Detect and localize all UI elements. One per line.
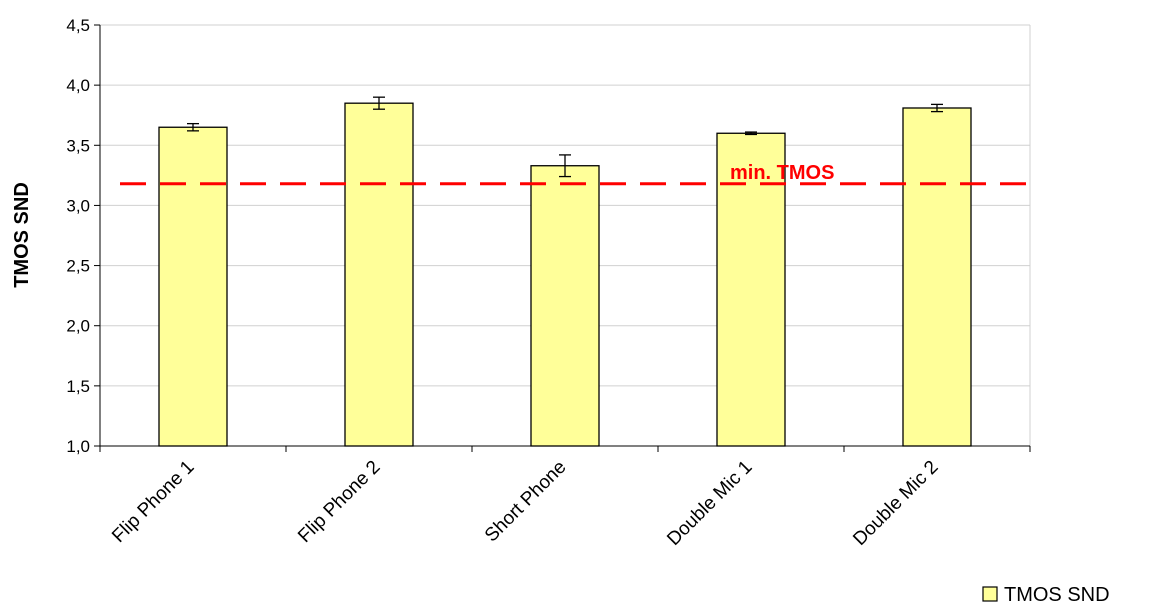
legend-swatch xyxy=(982,586,998,602)
y-tick-labels: 1,0 1,5 2,0 2,5 3,0 3,5 4,0 4,5 xyxy=(66,16,90,456)
y-tick-label: 2,5 xyxy=(66,257,90,276)
y-tick-label: 3,5 xyxy=(66,136,90,155)
legend: TMOS SND xyxy=(982,584,1110,606)
reference-line-label: min. TMOS xyxy=(730,162,834,184)
x-tick-label: Flip Phone 1 xyxy=(108,457,198,547)
axes xyxy=(94,24,1031,452)
error-bars xyxy=(187,96,943,178)
bars xyxy=(158,102,972,447)
x-tick-label: Double Mic 2 xyxy=(849,457,942,550)
y-tick-label: 4,5 xyxy=(66,16,90,35)
x-tick-label: Short Phone xyxy=(481,457,571,547)
x-tick-labels: Flip Phone 1 Flip Phone 2 Short Phone Doubl… xyxy=(108,457,942,550)
y-axis-label: TMOS SND xyxy=(11,182,33,288)
y-tick-label: 2,0 xyxy=(66,317,90,336)
y-tick-label: 4,0 xyxy=(66,76,90,95)
bar xyxy=(716,132,786,447)
x-tick-label: Double Mic 1 xyxy=(663,457,756,550)
legend-label: TMOS SND xyxy=(1004,584,1110,606)
x-tick-label: Flip Phone 2 xyxy=(294,457,384,547)
bar xyxy=(530,165,600,447)
bar xyxy=(158,126,228,447)
y-tick-label: 3,0 xyxy=(66,196,90,215)
y-tick-label: 1,5 xyxy=(66,377,90,396)
y-tick-label: 1,0 xyxy=(66,437,90,456)
bar xyxy=(344,102,414,447)
bar xyxy=(902,107,972,447)
reference-line-group: min. TMOS xyxy=(120,162,1030,186)
